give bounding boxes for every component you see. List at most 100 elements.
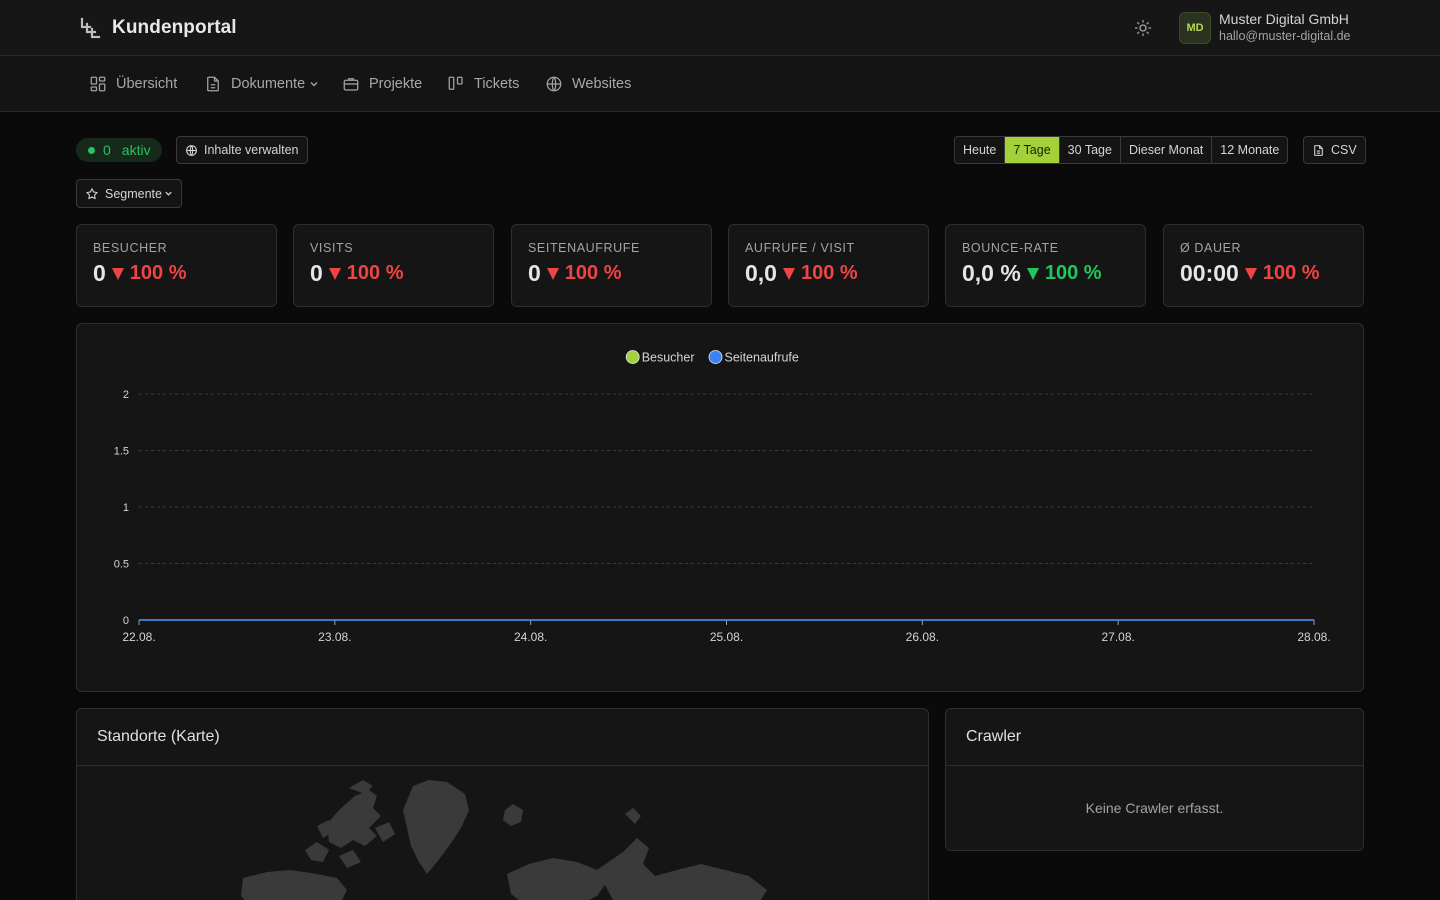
kpi-card-bounce-rate: Bounce-Rate 0,0 % 100 % bbox=[945, 224, 1146, 307]
date-range-selector: Heute 7 Tage 30 Tage Dieser Monat 12 Mon… bbox=[954, 136, 1289, 164]
card-title: Crawler bbox=[946, 709, 1363, 766]
kpi-card-visitors: Besucher 0 100 % bbox=[76, 224, 277, 307]
trend-down-icon bbox=[111, 267, 124, 280]
trend-down-icon bbox=[328, 267, 341, 280]
segments-label: Segmente bbox=[105, 186, 162, 201]
kpi-label: Aufrufe / Visit bbox=[745, 241, 855, 255]
globe-icon bbox=[545, 75, 563, 93]
kpi-label: Visits bbox=[310, 241, 354, 255]
app-title: Kundenportal bbox=[112, 17, 237, 38]
document-icon bbox=[1312, 144, 1325, 157]
nav-item-label: Dokumente bbox=[231, 76, 306, 92]
traffic-chart-card: 0 0.5 1 1.5 2 22.08. 23.08. 24.08. 25.08. 26.08. 2… bbox=[76, 323, 1364, 692]
crawler-card: Crawler Keine Crawler erfasst. bbox=[945, 708, 1364, 851]
nav-item-overview[interactable]: Übersicht bbox=[89, 56, 177, 112]
y-tick-label: 0.5 bbox=[114, 559, 129, 571]
x-tick-label: 22.08. bbox=[122, 630, 155, 644]
kpi-value: 0 bbox=[528, 260, 541, 286]
trend-down-icon bbox=[782, 267, 795, 280]
nav-item-projects[interactable]: Projekte bbox=[342, 56, 422, 112]
kpi-value: 00:00 bbox=[1180, 260, 1239, 286]
account-info[interactable]: Muster Digital GmbH hallo@muster-digital… bbox=[1219, 11, 1351, 45]
chevron-down-icon bbox=[309, 79, 319, 89]
kpi-label: Bounce-Rate bbox=[962, 241, 1059, 255]
dashboard-icon bbox=[89, 75, 107, 93]
document-icon bbox=[204, 75, 222, 93]
kpi-label: Seitenaufrufe bbox=[528, 241, 640, 255]
chevron-down-icon bbox=[164, 189, 173, 198]
trend-down-icon bbox=[546, 267, 559, 280]
sun-icon bbox=[1134, 19, 1152, 37]
globe-icon bbox=[185, 144, 198, 157]
kpi-value: 0 bbox=[93, 260, 106, 286]
kpi-label: Ø Dauer bbox=[1180, 241, 1242, 255]
y-tick-label: 1 bbox=[123, 502, 129, 514]
range-12-months-button[interactable]: 12 Monate bbox=[1220, 143, 1280, 157]
legend-swatch bbox=[708, 350, 723, 364]
x-tick-label: 24.08. bbox=[514, 630, 547, 644]
account-email: hallo@muster-digital.de bbox=[1219, 29, 1351, 43]
kpi-card-visits: Visits 0 100 % bbox=[293, 224, 494, 307]
main-nav: Übersicht Dokumente Projekte Tickets bbox=[0, 56, 1440, 112]
x-tick-label: 25.08. bbox=[710, 630, 743, 644]
range-30-days-button[interactable]: 30 Tage bbox=[1060, 137, 1121, 163]
nav-item-label: Projekte bbox=[369, 76, 423, 92]
kpi-label: Besucher bbox=[93, 241, 168, 255]
trend-down-icon bbox=[1026, 267, 1039, 280]
kpi-delta: 100 % bbox=[346, 262, 404, 284]
nav-item-tickets[interactable]: Tickets bbox=[447, 56, 519, 112]
kpi-value: 0,0 % bbox=[962, 260, 1021, 286]
kanban-icon bbox=[447, 75, 465, 93]
range-today-button[interactable]: Heute bbox=[955, 137, 1006, 163]
manage-content-button[interactable]: Inhalte verwalten bbox=[176, 136, 308, 164]
y-tick-label: 1.5 bbox=[114, 446, 129, 458]
avatar[interactable]: MD bbox=[1179, 12, 1211, 44]
live-count: 0 bbox=[103, 142, 111, 158]
top-header: Kundenportal MD Muster Digital GmbH hall… bbox=[0, 0, 1440, 56]
kpi-card-views-per-visit: Aufrufe / Visit 0,0 100 % bbox=[728, 224, 929, 307]
y-tick-label: 0 bbox=[123, 615, 129, 627]
x-tick-label: 28.08. bbox=[1297, 630, 1330, 644]
kpi-delta: 100 % bbox=[1044, 262, 1102, 284]
legend-swatch bbox=[625, 350, 640, 364]
nav-item-documents[interactable]: Dokumente bbox=[204, 56, 319, 112]
crawler-empty-message: Keine Crawler erfasst. bbox=[1085, 800, 1224, 816]
range-this-month-button[interactable]: Dieser Monat bbox=[1121, 137, 1213, 163]
live-dot-icon bbox=[88, 146, 95, 154]
brand[interactable]: Kundenportal bbox=[78, 16, 237, 40]
logo-icon bbox=[78, 16, 102, 40]
theme-toggle-button[interactable] bbox=[1132, 17, 1154, 39]
range-7-days-button[interactable]: 7 Tage bbox=[1005, 137, 1060, 163]
kpi-card-pageviews: Seitenaufrufe 0 100 % bbox=[511, 224, 712, 307]
kpi-value: 0,0 bbox=[745, 260, 777, 286]
kpi-delta: 100 % bbox=[800, 262, 858, 284]
legend-label: Besucher bbox=[642, 351, 695, 365]
nav-item-label: Tickets bbox=[474, 76, 520, 92]
kpi-value: 0 bbox=[310, 260, 323, 286]
csv-label: CSV bbox=[1331, 143, 1357, 157]
x-tick-label: 23.08. bbox=[318, 630, 351, 644]
nav-item-websites[interactable]: Websites bbox=[545, 56, 631, 112]
legend-label: Seitenaufrufe bbox=[725, 351, 799, 365]
briefcase-icon bbox=[342, 75, 360, 93]
x-tick-label: 27.08. bbox=[1101, 630, 1134, 644]
kpi-delta: 100 % bbox=[129, 262, 187, 284]
live-visitors-badge: 0 aktiv bbox=[76, 138, 162, 162]
account-name: Muster Digital GmbH bbox=[1219, 11, 1349, 27]
kpi-card-avg-duration: Ø Dauer 00:00 100 % bbox=[1163, 224, 1364, 307]
manage-content-label: Inhalte verwalten bbox=[204, 143, 299, 157]
locations-map-card: Standorte (Karte) bbox=[76, 708, 929, 900]
live-label: aktiv bbox=[121, 142, 151, 158]
nav-item-label: Websites bbox=[572, 76, 632, 92]
traffic-line-chart: 0 0.5 1 1.5 2 22.08. 23.08. 24.08. 25.08. 26.08. 2… bbox=[114, 350, 1331, 644]
trend-down-icon bbox=[1244, 267, 1257, 280]
kpi-delta: 100 % bbox=[1262, 262, 1320, 284]
world-map[interactable] bbox=[77, 766, 928, 900]
nav-item-label: Übersicht bbox=[116, 76, 178, 92]
kpi-delta: 100 % bbox=[564, 262, 622, 284]
y-tick-label: 2 bbox=[123, 389, 129, 401]
star-icon bbox=[85, 187, 99, 201]
segments-dropdown[interactable]: Segmente bbox=[76, 179, 182, 208]
card-title: Standorte (Karte) bbox=[77, 709, 928, 766]
csv-export-button[interactable]: CSV bbox=[1303, 136, 1366, 164]
